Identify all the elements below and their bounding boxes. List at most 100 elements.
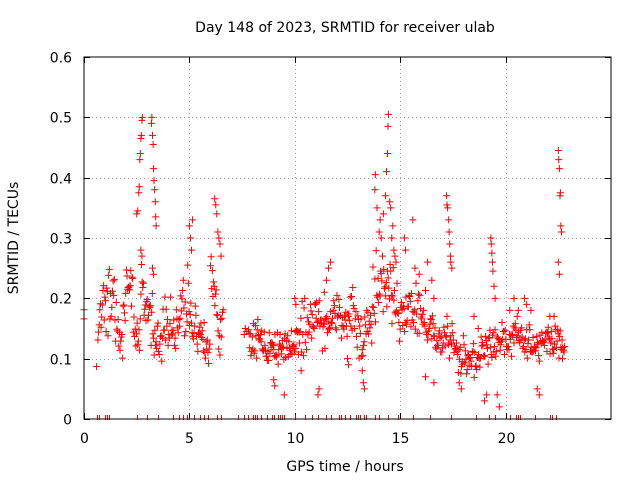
data-point	[478, 342, 486, 350]
data-point	[416, 305, 424, 313]
data-point	[479, 341, 487, 349]
data-point	[256, 331, 264, 339]
data-point	[467, 357, 475, 365]
axis-ticks: 0 0.1 0.2 0.3 0.4 0.5 0.6 0 5 10 15 20	[50, 51, 611, 447]
data-point	[490, 343, 498, 351]
data-point	[523, 354, 531, 362]
data-point	[356, 329, 364, 337]
data-point	[214, 228, 222, 236]
data-point	[360, 341, 368, 349]
data-point	[214, 327, 222, 335]
data-point	[139, 283, 147, 291]
data-point	[128, 273, 136, 281]
data-point	[204, 349, 212, 357]
data-point	[137, 290, 145, 298]
data-point	[403, 317, 411, 325]
data-point	[149, 131, 157, 139]
data-point	[150, 270, 158, 278]
data-point	[279, 343, 287, 351]
data-point	[391, 286, 399, 294]
data-point	[555, 165, 563, 173]
data-point	[541, 336, 549, 344]
data-point	[188, 319, 196, 327]
data-point	[435, 327, 443, 335]
data-point	[360, 385, 368, 393]
data-point	[201, 354, 209, 362]
data-point	[177, 292, 185, 300]
data-point	[148, 308, 156, 316]
data-point	[444, 322, 452, 330]
data-point	[424, 331, 432, 339]
data-point	[299, 352, 307, 360]
data-point	[164, 341, 172, 349]
data-point	[487, 240, 495, 248]
data-point	[457, 385, 465, 393]
data-point	[366, 311, 374, 319]
data-point	[251, 347, 259, 355]
data-point	[194, 347, 202, 355]
data-point	[561, 343, 569, 351]
data-point	[182, 328, 190, 336]
data-point	[345, 310, 353, 318]
data-point	[335, 296, 343, 304]
data-point	[341, 312, 349, 320]
data-point	[213, 210, 221, 218]
data-point	[462, 355, 470, 363]
data-point	[455, 379, 463, 387]
data-point	[268, 338, 276, 346]
data-point	[504, 343, 512, 351]
data-point	[296, 339, 304, 347]
data-point	[559, 355, 567, 363]
data-point	[371, 171, 379, 179]
data-point	[130, 313, 138, 321]
data-point	[325, 325, 333, 332]
data-point	[314, 391, 322, 399]
data-point	[497, 341, 505, 349]
data-point	[308, 334, 316, 342]
data-point	[253, 354, 261, 362]
data-point	[367, 320, 375, 328]
data-point	[305, 328, 313, 336]
data-point	[456, 343, 464, 351]
data-point	[254, 315, 262, 323]
data-point	[436, 334, 444, 342]
data-point	[303, 346, 311, 354]
data-point	[446, 354, 454, 362]
data-point	[149, 330, 157, 338]
data-point	[386, 198, 394, 206]
data-point	[424, 258, 432, 266]
data-point	[274, 360, 282, 368]
data-point	[188, 329, 196, 337]
data-point	[146, 303, 154, 311]
data-point	[514, 332, 522, 340]
data-point	[382, 292, 390, 300]
data-point	[501, 326, 509, 334]
data-point	[485, 334, 493, 342]
data-point	[557, 222, 565, 230]
y-tick-label: 0.6	[50, 51, 72, 67]
data-point	[411, 325, 419, 333]
data-point	[125, 283, 133, 291]
data-point	[368, 303, 376, 311]
data-point	[178, 295, 186, 303]
data-point	[535, 391, 543, 399]
data-point	[419, 320, 427, 328]
data-point	[135, 183, 143, 191]
data-point	[301, 294, 309, 302]
data-point	[447, 258, 455, 266]
data-point	[205, 345, 213, 353]
data-point	[170, 341, 178, 349]
data-point	[213, 311, 221, 319]
data-point	[378, 252, 386, 260]
data-point	[547, 328, 555, 336]
x-tick-label: 0	[80, 431, 89, 447]
data-point	[143, 297, 151, 305]
data-point	[157, 332, 165, 340]
data-point	[346, 317, 354, 325]
data-point	[290, 341, 298, 349]
data-point	[551, 322, 559, 330]
data-point	[525, 336, 533, 344]
data-point	[389, 222, 397, 230]
data-point	[150, 334, 158, 342]
data-point	[156, 340, 164, 348]
